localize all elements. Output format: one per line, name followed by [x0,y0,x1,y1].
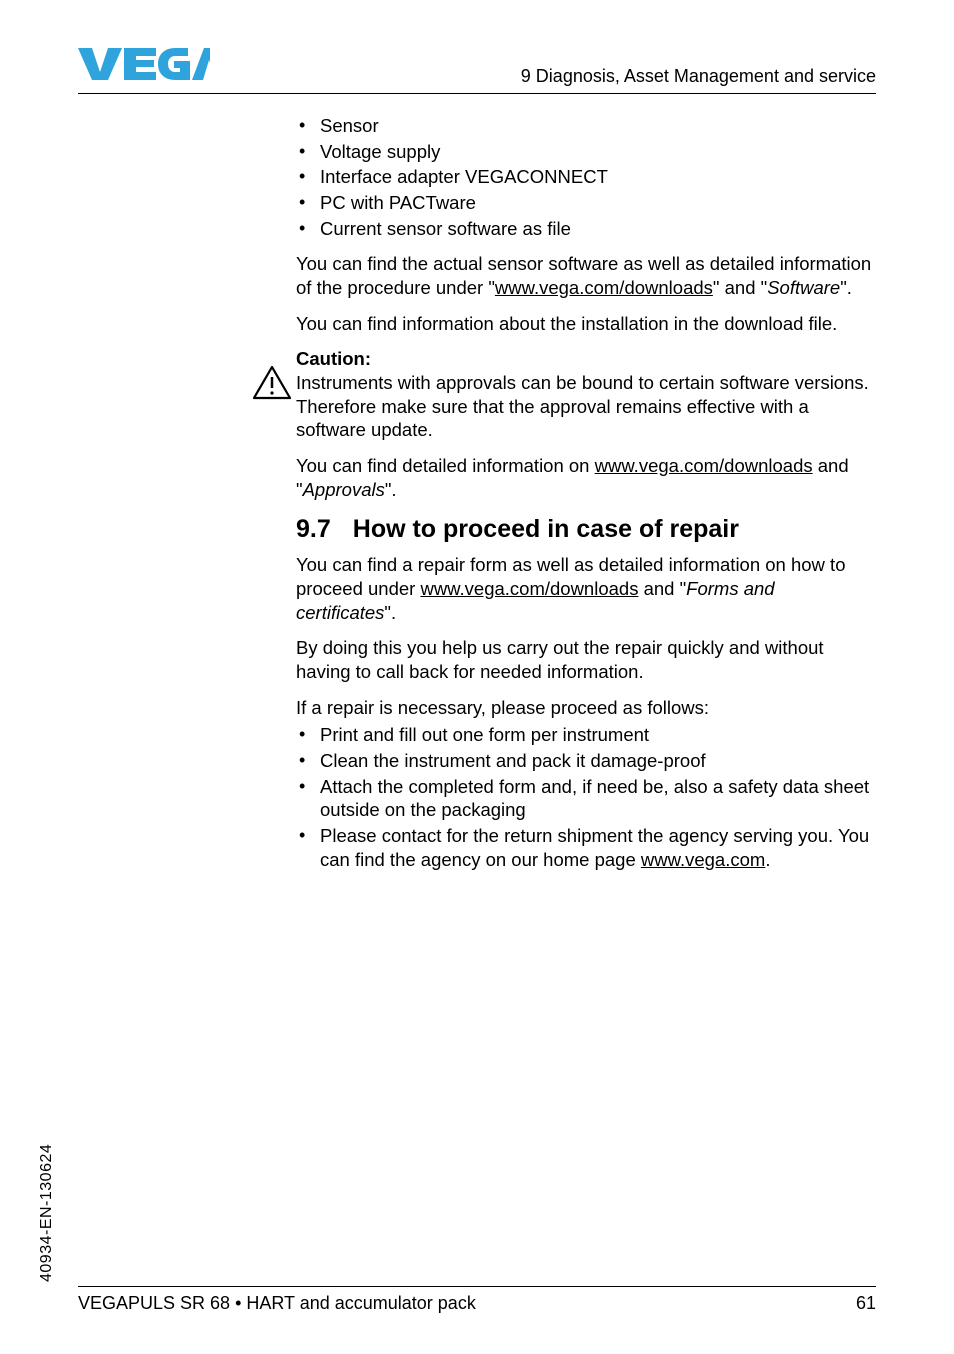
list-item: Voltage supply [296,140,876,164]
page-footer: VEGAPULS SR 68 • HART and accumulator pa… [78,1286,876,1314]
paragraph: You can find detailed information on www… [296,454,876,501]
vega-logo [78,46,210,87]
caution-title: Caution: [296,347,876,371]
paragraph: You can find a repair form as well as de… [296,553,876,624]
list-item: Print and fill out one form per instrume… [296,723,876,747]
requirements-list: Sensor Voltage supply Interface adapter … [296,114,876,240]
text: ". [385,479,397,500]
caution-body: Instruments with approvals can be bound … [296,371,876,442]
section-title: How to proceed in case of repair [353,515,739,543]
text: . [765,849,770,870]
list-item: Interface adapter VEGACONNECT [296,165,876,189]
paragraph: You can find the actual sensor software … [296,252,876,299]
text: You can find detailed information on [296,455,595,476]
list-item: Please contact for the return shipment t… [296,824,876,871]
list-item: Current sensor software as file [296,217,876,241]
document-id-vertical: 40934-EN-130624 [38,1144,56,1282]
emphasis: Approvals [303,479,385,500]
text: ". [384,602,396,623]
link-text: www.vega.com/downloads [495,277,713,298]
page-number: 61 [856,1293,876,1314]
list-item: Sensor [296,114,876,138]
caution-block: Caution: Instruments with approvals can … [252,347,876,442]
section-heading: 9.7 How to proceed in case of repair [296,513,876,545]
header-chapter-title: 9 Diagnosis, Asset Management and servic… [521,66,876,87]
text: ". [840,277,852,298]
repair-steps-list: Print and fill out one form per instrume… [296,723,876,871]
text: and " [638,578,686,599]
list-item: PC with PACTware [296,191,876,215]
page-header: 9 Diagnosis, Asset Management and servic… [78,46,876,94]
paragraph: By doing this you help us carry out the … [296,636,876,683]
emphasis: Software [767,277,840,298]
footer-left: VEGAPULS SR 68 • HART and accumulator pa… [78,1293,476,1314]
link-text: www.vega.com [641,849,765,870]
list-item: Clean the instrument and pack it damage-… [296,749,876,773]
paragraph: If a repair is necessary, please proceed… [296,696,876,720]
paragraph: You can find information about the insta… [296,312,876,336]
text: Please contact for the return shipment t… [320,825,869,870]
main-content: Sensor Voltage supply Interface adapter … [296,114,876,871]
link-text: www.vega.com/downloads [420,578,638,599]
link-text: www.vega.com/downloads [595,455,813,476]
list-item: Attach the completed form and, if need b… [296,775,876,822]
text: " and " [713,277,767,298]
section-number: 9.7 [296,513,331,545]
warning-icon [252,365,292,407]
